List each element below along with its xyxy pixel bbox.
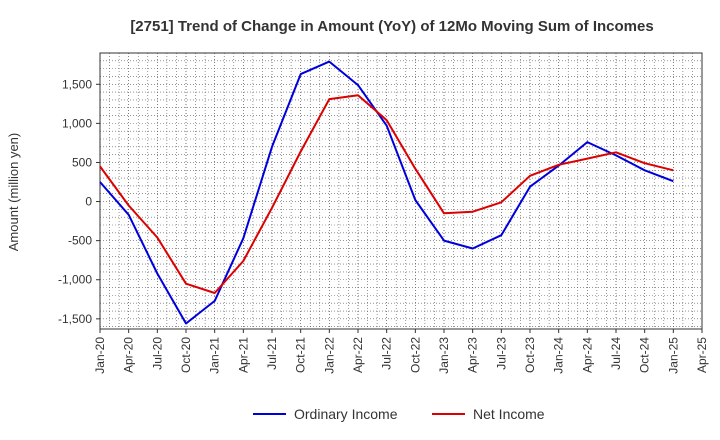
x-tick-label: Apr-25 xyxy=(695,337,709,373)
x-tick-label: Apr-24 xyxy=(580,337,594,373)
x-tick-label: Oct-22 xyxy=(408,337,422,373)
x-tick-label: Jan-25 xyxy=(666,337,680,374)
y-tick-label: 500 xyxy=(72,155,92,169)
x-tick-label: Apr-20 xyxy=(122,337,136,373)
x-tick-label: Jan-21 xyxy=(208,337,222,374)
x-tick-label: Apr-23 xyxy=(466,337,480,373)
y-tick-label: 1,000 xyxy=(62,116,92,130)
x-tick-label: Jul-21 xyxy=(265,337,279,370)
y-tick-label: -1,000 xyxy=(58,273,92,287)
series-line-net-income xyxy=(99,94,674,294)
x-tick-label: Oct-23 xyxy=(523,337,537,373)
x-tick-label: Apr-22 xyxy=(351,337,365,373)
x-tick-label: Oct-24 xyxy=(638,337,652,373)
x-tick-label: Jan-22 xyxy=(322,337,336,374)
x-tick-label: Oct-20 xyxy=(179,337,193,373)
x-tick-label: Jan-24 xyxy=(552,337,566,374)
series-line-ordinary-income xyxy=(99,60,674,325)
legend-label: Net Income xyxy=(473,406,545,422)
y-tick-label: -500 xyxy=(68,234,92,248)
grid-lines xyxy=(100,53,702,329)
y-tick-label: -1,500 xyxy=(58,312,92,326)
y-tick-label: 0 xyxy=(85,195,92,209)
x-tick-label: Jul-20 xyxy=(150,337,164,370)
x-tick-label: Oct-21 xyxy=(294,337,308,373)
x-tick-label: Jan-23 xyxy=(437,337,451,374)
chart-title: [2751] Trend of Change in Amount (YoY) o… xyxy=(130,18,653,35)
x-axis-ticks: Jan-20 Apr-20 Jul-20 Oct-20 Jan-21 Apr-21 Jul-… xyxy=(93,329,709,374)
y-axis-ticks: -1,500 -1,000 -500 0 500 1,000 1,500 xyxy=(58,77,100,326)
series-layer xyxy=(99,60,674,325)
plot-frame xyxy=(99,52,703,330)
x-tick-label: Jul-24 xyxy=(609,337,623,370)
x-tick-label: Apr-21 xyxy=(236,337,250,373)
x-tick-label: Jul-23 xyxy=(494,337,508,370)
y-axis-label: Amount (million yen) xyxy=(6,133,21,252)
legend-label: Ordinary Income xyxy=(294,406,398,422)
y-tick-label: 1,500 xyxy=(62,77,92,91)
legend: Ordinary Income Net Income xyxy=(253,406,545,422)
x-tick-label: Jul-22 xyxy=(380,337,394,370)
x-tick-label: Jan-20 xyxy=(93,337,107,374)
